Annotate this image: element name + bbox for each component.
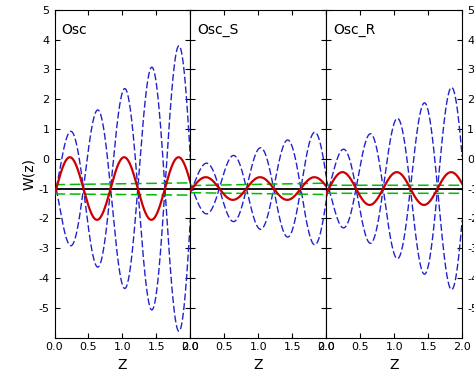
Text: Osc: Osc xyxy=(61,23,87,37)
X-axis label: Z: Z xyxy=(390,358,399,372)
Y-axis label: W(z): W(z) xyxy=(22,158,36,190)
Text: Osc_R: Osc_R xyxy=(333,23,375,37)
Text: Osc_S: Osc_S xyxy=(197,23,238,37)
X-axis label: Z: Z xyxy=(118,358,127,372)
X-axis label: Z: Z xyxy=(254,358,263,372)
